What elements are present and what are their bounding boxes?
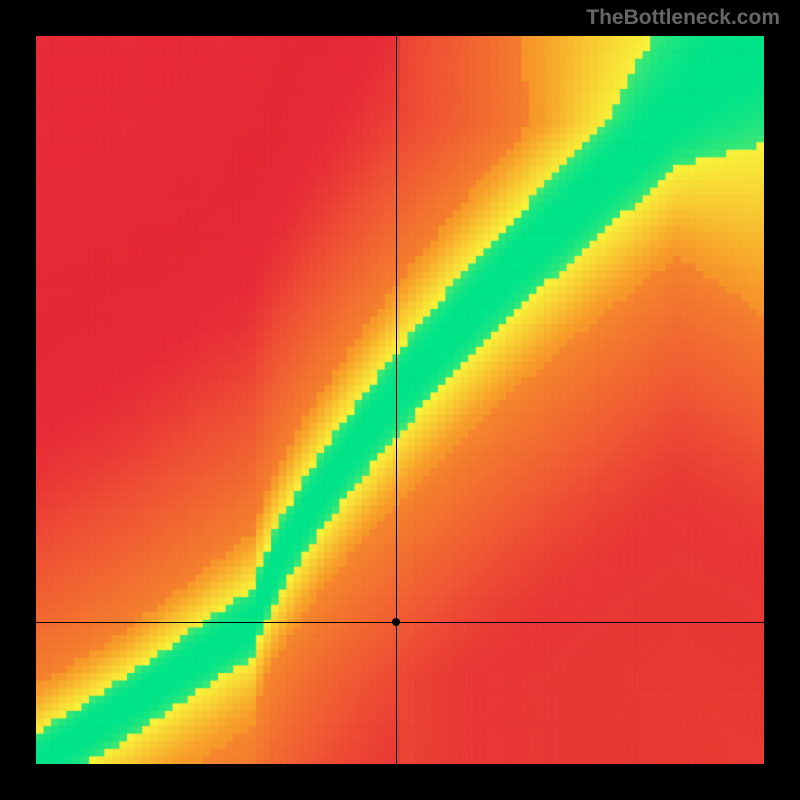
heatmap-canvas — [36, 36, 764, 764]
watermark-text: TheBottleneck.com — [586, 6, 780, 30]
crosshair-vertical — [396, 36, 397, 764]
crosshair-marker — [392, 618, 400, 626]
chart-container: TheBottleneck.com — [0, 0, 800, 800]
chart-area — [36, 36, 764, 764]
